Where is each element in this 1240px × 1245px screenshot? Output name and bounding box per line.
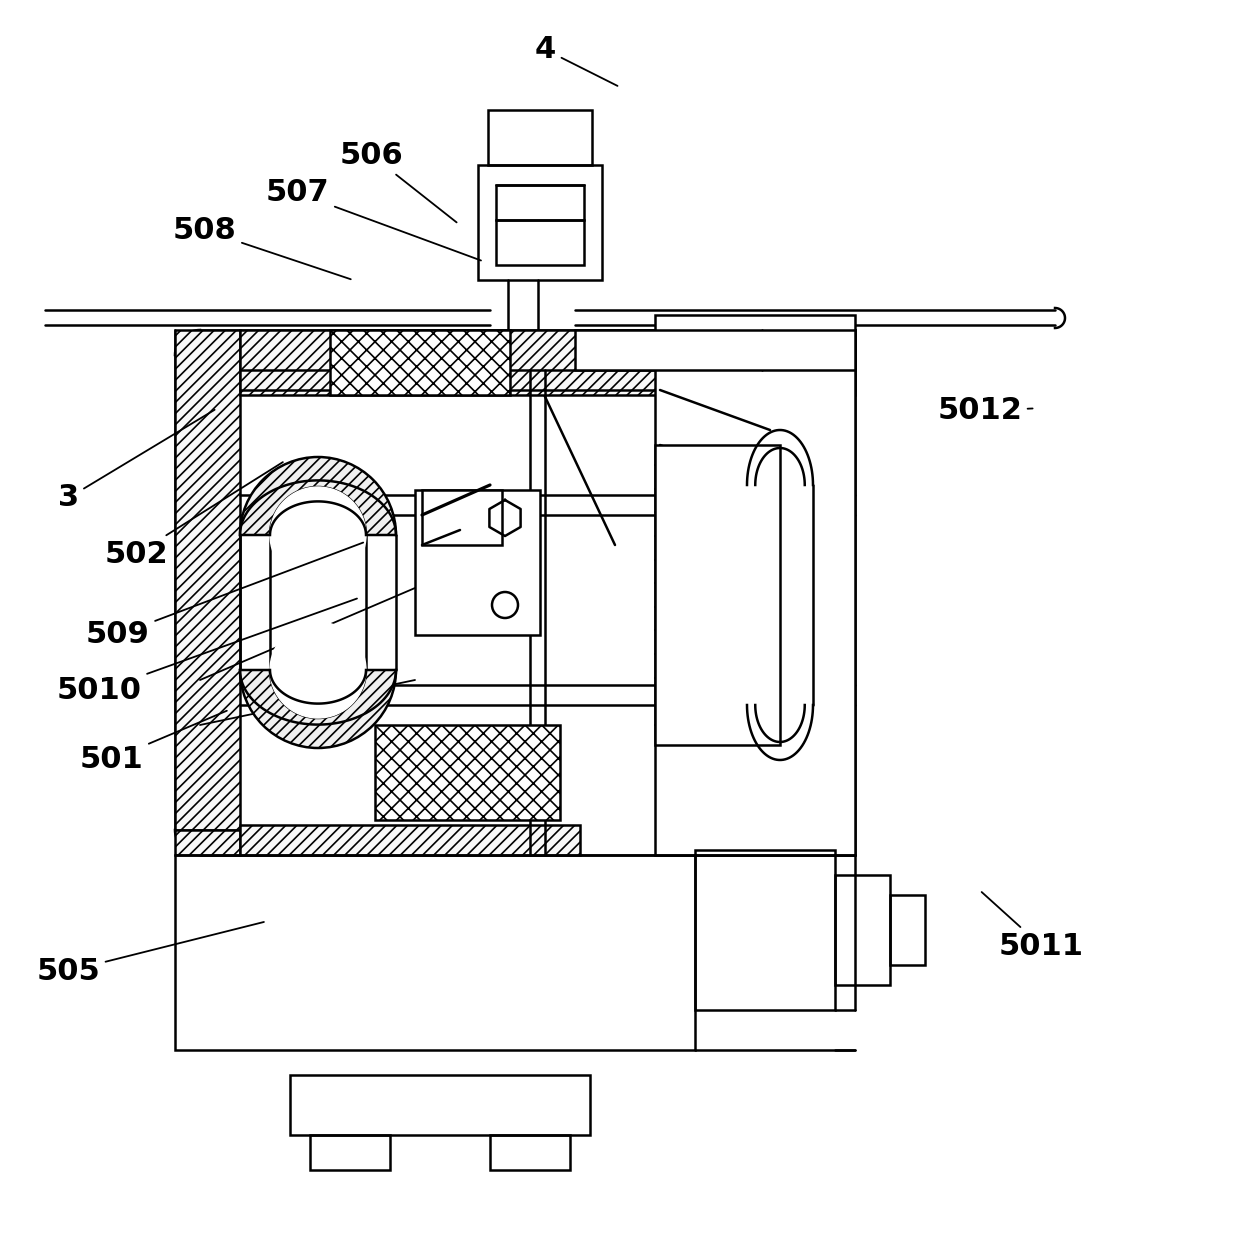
Bar	[496, 220, 584, 265]
Bar	[655, 315, 856, 855]
Wedge shape	[241, 670, 396, 748]
Bar	[575, 330, 856, 370]
Bar	[489, 110, 591, 166]
Bar	[310, 1135, 391, 1170]
Circle shape	[270, 487, 366, 583]
Bar	[835, 875, 890, 985]
Bar	[694, 850, 835, 1010]
Text: 502: 502	[104, 462, 283, 569]
Text: 5012: 5012	[937, 396, 1033, 426]
Bar	[374, 725, 560, 820]
Text: 508: 508	[172, 215, 351, 279]
Text: 501: 501	[79, 711, 227, 774]
Bar	[496, 186, 584, 220]
Text: 5010: 5010	[57, 599, 357, 706]
Text: 5011: 5011	[982, 891, 1084, 961]
Bar	[477, 166, 601, 280]
Bar	[175, 330, 241, 830]
Text: 506: 506	[340, 141, 456, 223]
Bar	[415, 491, 539, 635]
Bar	[175, 855, 694, 1050]
Text: 509: 509	[86, 543, 363, 650]
Bar	[490, 1135, 570, 1170]
Bar	[330, 330, 510, 395]
Text: 505: 505	[36, 923, 264, 986]
Bar	[241, 825, 580, 855]
Text: 4: 4	[534, 35, 618, 86]
Circle shape	[270, 622, 366, 718]
Text: 507: 507	[265, 178, 481, 260]
Bar	[890, 895, 925, 965]
Bar	[655, 444, 780, 745]
Bar	[175, 830, 241, 855]
Wedge shape	[241, 457, 396, 535]
Text: 3: 3	[57, 410, 215, 513]
Bar	[241, 330, 856, 395]
Bar	[290, 1074, 590, 1135]
Bar	[422, 491, 502, 545]
